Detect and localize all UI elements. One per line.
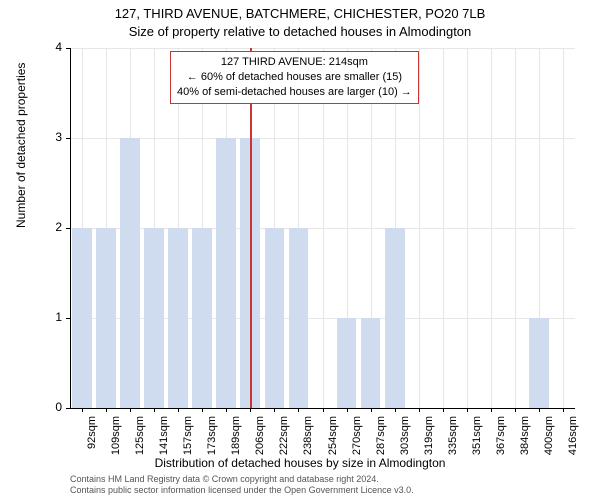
x-tick-mark [443,408,444,412]
x-tick-mark [347,408,348,412]
x-tick-label: 125sqm [134,416,146,466]
plot-area: 127 THIRD AVENUE: 214sqm← 60% of detache… [70,48,575,408]
histogram-bar [289,228,309,408]
x-tick-mark [202,408,203,412]
histogram-bar [72,228,92,408]
footer-line2: Contains public sector information licen… [70,485,414,496]
histogram-bar [144,228,164,408]
histogram-bar [385,228,405,408]
info-box-line1: 127 THIRD AVENUE: 214sqm [177,55,412,70]
grid-line-vertical [443,48,444,408]
x-tick-label: 189sqm [230,416,242,466]
x-tick-label: 287sqm [375,416,387,466]
x-tick-mark [130,408,131,412]
x-tick-label: 303sqm [399,416,411,466]
info-box: 127 THIRD AVENUE: 214sqm← 60% of detache… [170,51,419,104]
x-tick-mark [323,408,324,412]
grid-line-vertical [563,48,564,408]
info-box-line2: ← 60% of detached houses are smaller (15… [177,70,412,85]
x-tick-mark [419,408,420,412]
x-tick-mark [106,408,107,412]
x-tick-label: 400sqm [543,416,555,466]
grid-line-vertical [491,48,492,408]
x-tick-label: 335sqm [447,416,459,466]
x-tick-label: 157sqm [182,416,194,466]
x-tick-mark [395,408,396,412]
x-tick-mark [154,408,155,412]
x-tick-label: 92sqm [86,416,98,466]
grid-line-vertical [419,48,420,408]
x-tick-mark [274,408,275,412]
histogram-bar [168,228,188,408]
x-tick-label: 384sqm [519,416,531,466]
footer-attribution: Contains HM Land Registry data © Crown c… [70,474,414,496]
y-tick-label: 4 [42,40,62,54]
y-tick-mark [66,48,70,49]
x-tick-mark [371,408,372,412]
y-tick-label: 2 [42,220,62,234]
grid-line-vertical [467,48,468,408]
y-axis-label: Number of detached properties [14,63,28,228]
x-tick-label: 206sqm [254,416,266,466]
x-tick-label: 416sqm [567,416,579,466]
x-tick-mark [82,408,83,412]
footer-line1: Contains HM Land Registry data © Crown c… [70,474,414,485]
chart-title-line1: 127, THIRD AVENUE, BATCHMERE, CHICHESTER… [0,6,600,21]
chart-title-line2: Size of property relative to detached ho… [0,24,600,39]
x-tick-label: 367sqm [495,416,507,466]
x-tick-label: 351sqm [471,416,483,466]
x-tick-mark [515,408,516,412]
y-tick-label: 0 [42,400,62,414]
y-tick-mark [66,318,70,319]
histogram-bar [265,228,285,408]
x-tick-mark [226,408,227,412]
y-tick-mark [66,138,70,139]
x-tick-label: 254sqm [327,416,339,466]
y-tick-label: 1 [42,310,62,324]
histogram-bar [192,228,212,408]
y-tick-label: 3 [42,130,62,144]
x-tick-mark [539,408,540,412]
x-tick-label: 141sqm [158,416,170,466]
x-tick-label: 109sqm [110,416,122,466]
x-tick-mark [298,408,299,412]
info-box-line3: 40% of semi-detached houses are larger (… [177,85,412,100]
x-tick-mark [563,408,564,412]
histogram-bar [120,138,140,408]
histogram-bar [529,318,549,408]
histogram-bar [361,318,381,408]
histogram-bar [96,228,116,408]
grid-line-vertical [515,48,516,408]
x-tick-mark [250,408,251,412]
x-tick-label: 270sqm [351,416,363,466]
x-tick-mark [491,408,492,412]
x-tick-mark [178,408,179,412]
y-tick-mark [66,228,70,229]
chart-container: 127, THIRD AVENUE, BATCHMERE, CHICHESTER… [0,0,600,500]
y-tick-mark [66,408,70,409]
histogram-bar [337,318,357,408]
x-tick-label: 222sqm [278,416,290,466]
x-tick-label: 238sqm [302,416,314,466]
x-tick-mark [467,408,468,412]
x-tick-label: 173sqm [206,416,218,466]
x-tick-label: 319sqm [423,416,435,466]
histogram-bar [216,138,236,408]
y-axis-line [70,48,71,408]
